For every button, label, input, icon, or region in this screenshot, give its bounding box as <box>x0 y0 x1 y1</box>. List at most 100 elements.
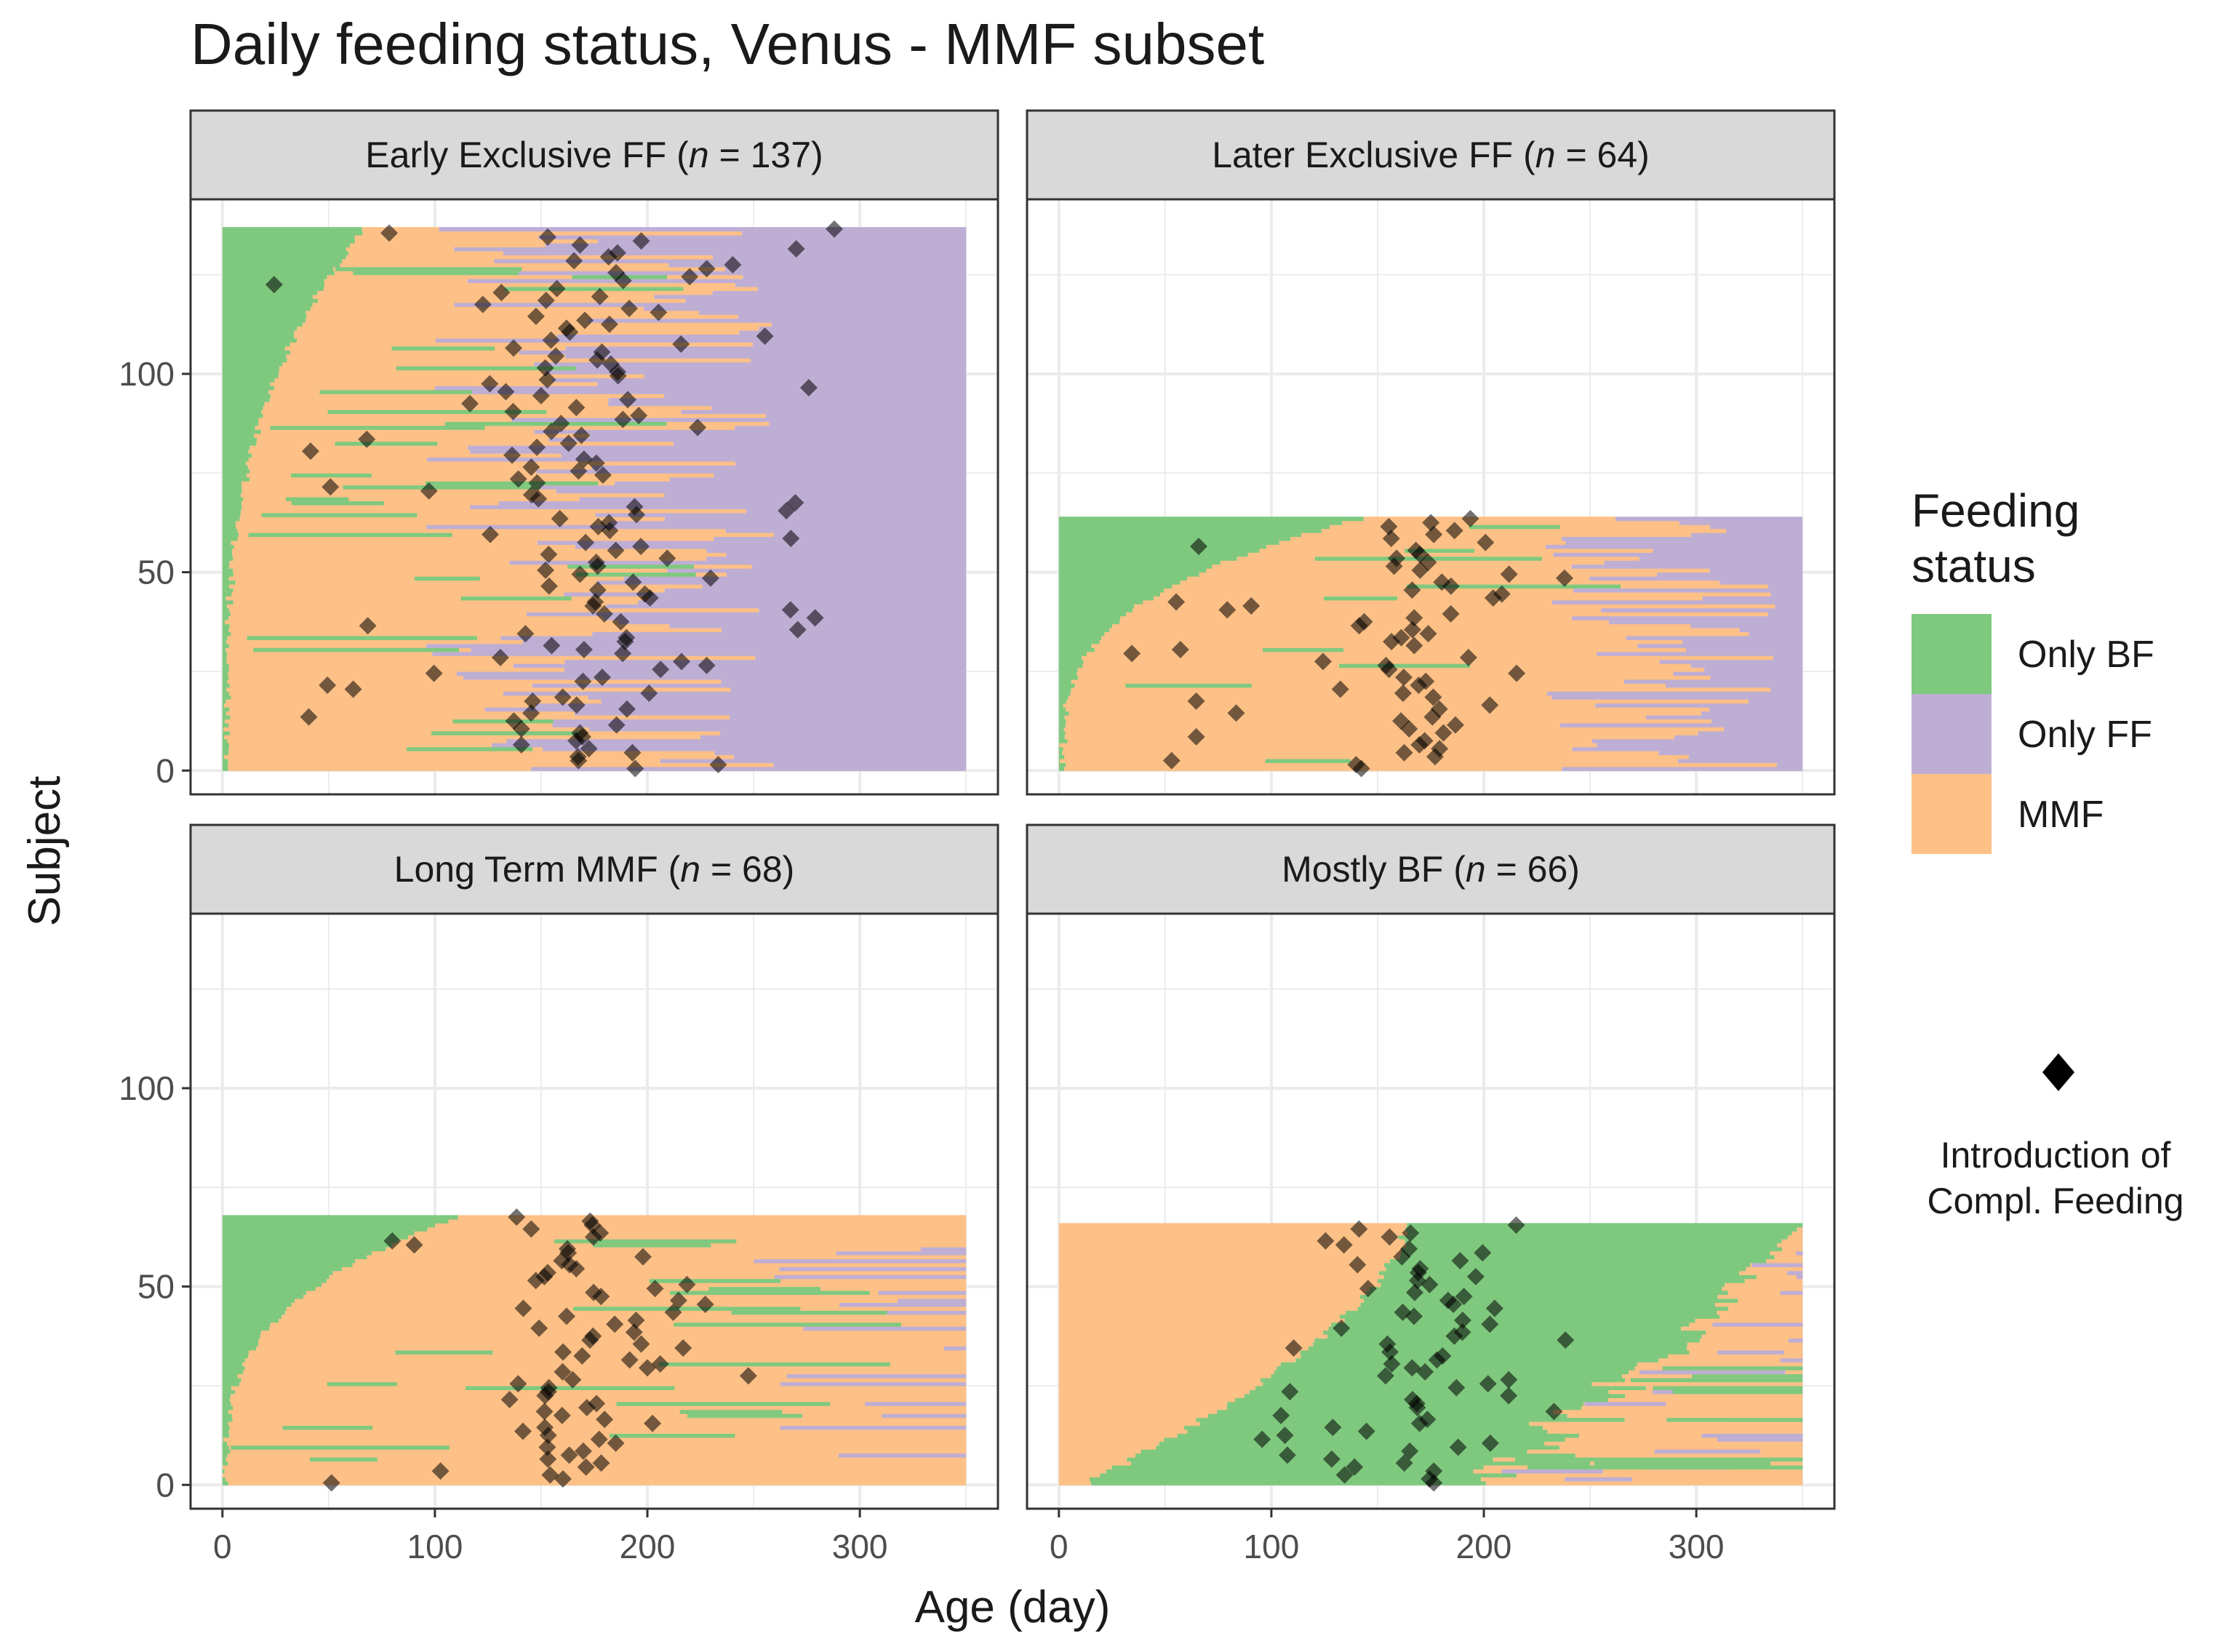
intro-marker <box>1474 1244 1492 1262</box>
status-segment <box>233 572 727 577</box>
status-segment <box>593 1242 711 1248</box>
intro-marker <box>1402 1224 1420 1242</box>
status-segment <box>567 564 695 569</box>
intro-marker <box>1445 522 1463 540</box>
status-segment <box>222 695 231 700</box>
status-segment <box>1058 651 1087 656</box>
status-segment <box>1058 591 1161 596</box>
status-segment <box>1357 1306 1729 1311</box>
intro-marker <box>380 224 399 242</box>
status-segment <box>367 1254 967 1260</box>
status-segment <box>548 437 967 442</box>
intro-marker <box>1430 700 1448 718</box>
status-segment <box>222 568 233 573</box>
intro-marker <box>607 541 625 559</box>
intro-marker <box>540 1378 558 1397</box>
status-segment <box>759 607 967 612</box>
status-segment <box>222 714 231 719</box>
status-segment <box>222 635 228 640</box>
status-segment <box>1058 599 1143 604</box>
status-segment <box>222 362 283 367</box>
intro-marker <box>674 1339 692 1357</box>
status-segment <box>588 695 967 700</box>
status-segment <box>838 1453 967 1458</box>
status-segment <box>1058 548 1260 553</box>
status-segment <box>222 659 227 664</box>
panel-border <box>189 912 999 1510</box>
status-segment <box>222 735 225 740</box>
status-segment <box>235 580 597 585</box>
status-segment <box>222 433 254 438</box>
status-segment <box>222 758 228 763</box>
status-segment <box>1066 719 1711 724</box>
status-segment <box>306 314 738 319</box>
status-segment <box>1501 1469 1603 1474</box>
status-segment <box>1199 572 1658 577</box>
legend-label-mmf: MMF <box>2018 794 2104 836</box>
status-segment <box>1058 1425 1185 1430</box>
legend-marker-label-line1: Introduction of <box>1941 1135 2171 1176</box>
intro-marker <box>1381 1228 1399 1246</box>
status-segment <box>361 227 439 232</box>
intro-marker <box>554 1362 572 1381</box>
intro-marker <box>673 653 691 671</box>
status-segment <box>222 620 225 625</box>
status-segment <box>1559 1445 1803 1450</box>
status-segment <box>237 536 714 541</box>
status-segment <box>1300 1349 1690 1354</box>
status-segment <box>1344 1318 1695 1323</box>
status-segment <box>1314 1338 1701 1343</box>
status-segment <box>1058 1453 1136 1458</box>
status-segment <box>1608 620 1803 625</box>
intro-marker <box>300 708 318 726</box>
status-segment <box>222 663 229 669</box>
status-segment <box>227 651 433 656</box>
status-segment <box>222 1469 225 1474</box>
intro-marker <box>1447 1378 1466 1397</box>
status-segment <box>1767 583 1803 589</box>
status-segment <box>303 322 772 327</box>
status-segment <box>222 425 255 430</box>
status-segment <box>229 623 670 629</box>
status-segment <box>294 330 740 335</box>
status-segment <box>228 746 543 751</box>
status-segment <box>543 746 967 751</box>
intro-marker <box>1431 740 1449 758</box>
status-segment <box>233 568 668 573</box>
status-segment <box>920 1247 967 1252</box>
status-segment <box>1058 620 1120 625</box>
x-tick-label: 300 <box>1669 1528 1725 1565</box>
status-segment <box>1581 1405 1803 1410</box>
status-segment <box>1078 675 1711 680</box>
intro-marker <box>698 260 716 278</box>
status-segment <box>1547 1429 1803 1434</box>
status-segment <box>1058 1290 1367 1296</box>
status-segment <box>222 1215 458 1220</box>
status-segment <box>509 560 967 565</box>
intro-marker <box>512 735 530 754</box>
status-segment <box>735 425 967 430</box>
status-segment <box>231 1445 450 1450</box>
status-segment <box>228 675 463 680</box>
status-segment <box>574 711 967 716</box>
status-segment <box>327 274 743 279</box>
intro-marker <box>585 1283 603 1301</box>
status-segment <box>1360 1302 1716 1307</box>
status-segment <box>227 1453 967 1458</box>
intro-marker <box>1378 1335 1397 1353</box>
status-segment <box>1058 1393 1245 1398</box>
status-segment <box>1058 727 1064 732</box>
status-segment <box>303 1294 967 1299</box>
status-segment <box>1662 1365 1803 1370</box>
status-segment <box>1571 564 1803 569</box>
intro-marker <box>1418 1410 1437 1429</box>
status-segment <box>1058 552 1248 557</box>
status-segment <box>1407 583 1621 589</box>
status-segment <box>1573 588 1803 593</box>
status-segment <box>535 703 967 708</box>
status-segment <box>342 258 495 263</box>
status-segment <box>253 433 590 438</box>
status-segment <box>573 1306 801 1311</box>
status-segment <box>286 354 565 359</box>
status-segment <box>222 402 265 407</box>
